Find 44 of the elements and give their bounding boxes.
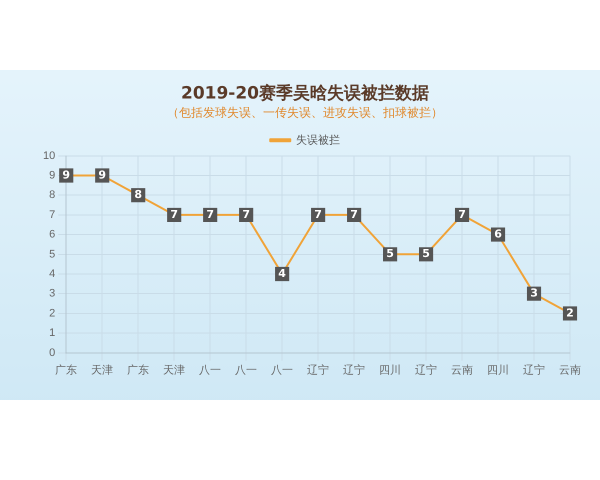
x-tick-label: 四川 <box>379 363 402 376</box>
data-label: 9 <box>98 168 106 182</box>
x-tick-label: 云南 <box>451 363 474 376</box>
x-tick-label: 八一 <box>271 364 294 376</box>
y-tick-label: 6 <box>49 228 56 241</box>
chart-subtitle: （包括发球失误、一传失误、进攻失误、扣球被拦） <box>167 106 443 120</box>
y-tick-label: 4 <box>49 268 56 280</box>
x-tick-label: 天津 <box>163 363 186 376</box>
y-tick-label: 5 <box>49 248 56 260</box>
x-tick-label: 八一 <box>199 364 222 376</box>
y-tick-label: 2 <box>49 307 56 320</box>
y-tick-label: 0 <box>49 346 56 359</box>
data-label: 7 <box>458 208 466 221</box>
data-label: 2 <box>566 306 574 320</box>
y-tick-label: 3 <box>49 288 56 300</box>
x-tick-label: 辽宁 <box>307 363 330 376</box>
y-tick-label: 8 <box>49 189 56 202</box>
x-tick-label: 辽宁 <box>523 363 546 376</box>
data-label: 3 <box>530 286 538 300</box>
x-tick-label: 广东 <box>127 363 150 376</box>
y-tick-label: 10 <box>42 150 56 162</box>
y-tick-label: 7 <box>49 208 56 221</box>
data-label: 4 <box>278 266 286 280</box>
x-tick-label: 云南 <box>559 363 581 376</box>
data-label: 7 <box>350 208 358 221</box>
data-label: 8 <box>134 188 142 202</box>
data-label: 5 <box>386 247 394 260</box>
x-tick-label: 辽宁 <box>415 363 438 376</box>
data-label: 6 <box>494 227 502 240</box>
x-tick-label: 天津 <box>91 363 114 376</box>
data-label: 7 <box>314 208 322 221</box>
x-tick-label: 四川 <box>487 363 510 376</box>
chart-title: 2019-20赛季吴晗失误被拦数据 <box>180 84 430 104</box>
data-label: 7 <box>206 208 214 221</box>
data-label: 7 <box>242 208 250 221</box>
data-label: 5 <box>422 247 430 260</box>
x-tick-label: 辽宁 <box>343 363 366 376</box>
x-tick-label: 广东 <box>55 363 78 376</box>
legend-label: 失误被拦 <box>296 133 340 146</box>
x-tick-label: 八一 <box>235 364 258 376</box>
y-tick-label: 1 <box>49 327 56 340</box>
y-tick-label: 9 <box>49 170 56 182</box>
data-label: 7 <box>170 208 178 221</box>
data-label: 9 <box>62 168 70 182</box>
